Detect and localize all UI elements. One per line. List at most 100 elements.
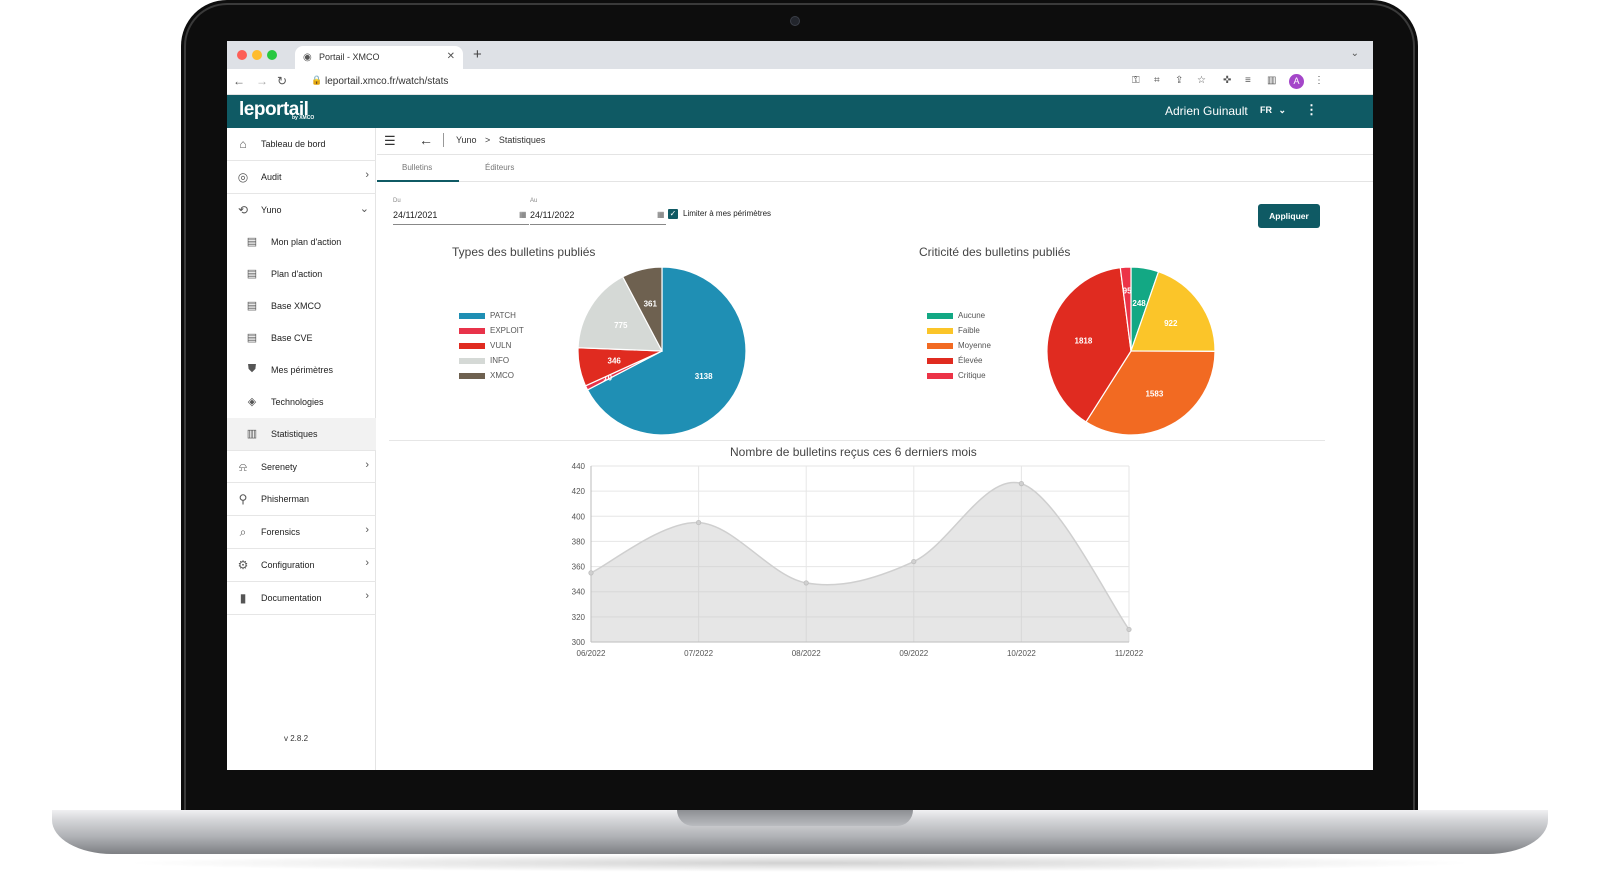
sidebar-item-label: Phisherman	[261, 494, 310, 504]
calendar-icon[interactable]: ▦	[519, 210, 527, 219]
extensions-icon[interactable]: ✜	[1223, 75, 1232, 86]
date-to-field[interactable]: 24/11/2022	[530, 210, 575, 220]
pie-slice-value: 95	[1123, 287, 1132, 296]
data-point[interactable]	[803, 580, 809, 586]
sidebar-item-audit[interactable]: ◎ Audit ›	[227, 161, 376, 194]
app-header: leportail by XMCO Adrien Guinault FR ⌄ ⋮	[227, 95, 1373, 128]
maximize-window-button[interactable]	[267, 50, 277, 60]
url-field[interactable]: leportail.xmco.fr/watch/stats	[325, 76, 449, 87]
logo[interactable]: leportail	[239, 99, 309, 120]
user-name[interactable]: Adrien Guinault	[1165, 104, 1248, 118]
y-tick-label: 320	[572, 613, 586, 622]
tab-bar: Bulletins Éditeurs	[377, 155, 1373, 182]
legend-label: VULN	[490, 341, 512, 350]
translate-icon[interactable]: ⌗	[1154, 75, 1160, 86]
lock-icon[interactable]: 🔒	[311, 75, 323, 85]
sidebar-item-documentation[interactable]: ▮ Documentation ›	[227, 582, 376, 615]
sidebar-item-label: Base CVE	[271, 333, 313, 343]
avatar[interactable]: A	[1289, 74, 1304, 89]
sidepanel-icon[interactable]: ▥	[1267, 75, 1277, 86]
browser-tab-bar: ◉ Portail - XMCO ✕ + ⌄	[227, 41, 1373, 69]
share-icon[interactable]: ⇪	[1175, 75, 1184, 86]
pie-slice-value: 775	[614, 321, 628, 330]
y-tick-label: 440	[572, 462, 586, 471]
sidebar-item-label: Configuration	[261, 560, 315, 570]
chart-title-criticite: Criticité des bulletins publiés	[919, 245, 1071, 259]
language-label: FR	[1260, 105, 1272, 115]
sidebar-subitem-mon-plan-action[interactable]: ▤ Mon plan d'action	[227, 226, 376, 258]
pie-slice-patch[interactable]	[586, 266, 747, 436]
reload-icon[interactable]: ↻	[277, 74, 288, 88]
browser-menu-icon[interactable]: ⋮	[1314, 75, 1324, 86]
limit-perimeters-label: Limiter à mes périmètres	[683, 209, 772, 218]
minimize-window-button[interactable]	[252, 50, 262, 60]
apply-button[interactable]: Appliquer	[1258, 204, 1320, 228]
sidebar-item-label: Audit	[261, 172, 282, 182]
key-icon[interactable]: ⚿	[1132, 75, 1140, 86]
address-bar: ← → ↻ 🔒 leportail.xmco.fr/watch/stats ⚿ …	[227, 69, 1373, 95]
sidebar-subitem-base-cve[interactable]: ▤ Base CVE	[227, 322, 376, 354]
sidebar-subitem-statistiques[interactable]: ▥ Statistiques	[227, 418, 376, 450]
data-point[interactable]	[696, 519, 702, 526]
pie-slice-élevée[interactable]	[1046, 267, 1132, 423]
x-tick-label: 07/2022	[684, 649, 713, 658]
legend-swatch	[927, 373, 953, 379]
breadcrumb-parent[interactable]: Yuno	[456, 135, 477, 145]
data-point[interactable]	[1018, 480, 1024, 487]
pie-slice-info[interactable]	[577, 275, 664, 352]
sidebar-item-label: Statistiques	[271, 429, 318, 439]
data-point[interactable]	[911, 558, 917, 565]
sidebar-item-yuno[interactable]: ⟲ Yuno ⌄	[227, 194, 376, 227]
close-tab-icon[interactable]: ✕	[446, 51, 455, 62]
breadcrumb: Yuno > Statistiques	[456, 135, 545, 145]
date-from-field[interactable]: 24/11/2021	[393, 210, 438, 220]
data-point[interactable]	[588, 570, 594, 576]
back-arrow-icon[interactable]: ←	[233, 74, 245, 88]
sidebar-subitem-technologies[interactable]: ◈ Technologies	[227, 386, 376, 418]
pie-chart-types: 3138 10 346 775 361	[577, 266, 747, 436]
toolbar: ☰ ← Yuno > Statistiques	[377, 128, 1373, 155]
y-tick-label: 400	[572, 512, 586, 521]
search-icon: ⌕	[239, 525, 247, 539]
star-icon[interactable]: ☆	[1197, 75, 1206, 86]
legend-swatch	[927, 343, 953, 349]
sidebar-item-tableau-de-bord[interactable]: ⌂ Tableau de bord	[227, 128, 376, 161]
clipboard-icon: ▤	[246, 300, 258, 312]
back-arrow-icon[interactable]: ←	[419, 132, 433, 148]
new-tab-icon[interactable]: +	[473, 46, 482, 63]
sidebar-item-phisherman[interactable]: ⚲ Phisherman	[227, 483, 376, 516]
language-selector[interactable]: FR ⌄	[1260, 105, 1286, 116]
y-tick-label: 340	[572, 588, 586, 597]
sidebar-subitem-plan-action[interactable]: ▤ Plan d'action	[227, 258, 376, 290]
sidebar-subitem-base-xmco[interactable]: ▤ Base XMCO	[227, 290, 376, 322]
sidebar-item-label: Documentation	[261, 593, 322, 603]
calendar-icon[interactable]: ▦	[657, 210, 665, 219]
pie-slice-faible[interactable]	[1130, 270, 1216, 352]
limit-perimeters-checkbox[interactable]: ✓	[668, 209, 678, 219]
version-label: v 2.8.2	[284, 734, 309, 743]
sidebar-item-serenety[interactable]: ⍾ Serenety ›	[227, 450, 376, 483]
sidebar-item-label: Mes périmètres	[271, 365, 334, 375]
pie-slice-critique[interactable]	[1119, 266, 1132, 352]
sidebar-subitem-mes-perimetres[interactable]: ⛊ Mes périmètres	[227, 354, 376, 386]
tab-bulletins[interactable]: Bulletins	[402, 163, 433, 172]
sidebar-item-label: Plan d'action	[271, 269, 323, 279]
sidebar-item-configuration[interactable]: ⚙ Configuration ›	[227, 549, 376, 582]
main-content: ☰ ← Yuno > Statistiques Bulletins Éditeu…	[377, 128, 1373, 770]
tab-search-chevron-icon[interactable]: ⌄	[1350, 48, 1359, 59]
legend-label: Élevée	[958, 356, 983, 365]
breadcrumb-current: Statistiques	[498, 135, 546, 145]
data-point[interactable]	[1126, 626, 1132, 633]
active-tab-indicator	[377, 180, 459, 182]
sidebar-item-forensics[interactable]: ⌕ Forensics ›	[227, 516, 376, 549]
more-menu-icon[interactable]: ⋮	[1305, 102, 1318, 117]
close-window-button[interactable]	[237, 50, 247, 60]
pie-slice-xmco[interactable]	[621, 266, 663, 352]
forward-arrow-icon[interactable]: →	[256, 74, 268, 88]
media-icon[interactable]: ≡	[1245, 75, 1251, 86]
hamburger-menu-icon[interactable]: ☰	[384, 133, 396, 148]
globe-icon: ◉	[303, 52, 312, 63]
tab-editeurs[interactable]: Éditeurs	[485, 163, 515, 172]
home-icon: ⌂	[239, 137, 247, 151]
browser-tab[interactable]: ◉ Portail - XMCO ✕	[295, 46, 463, 69]
